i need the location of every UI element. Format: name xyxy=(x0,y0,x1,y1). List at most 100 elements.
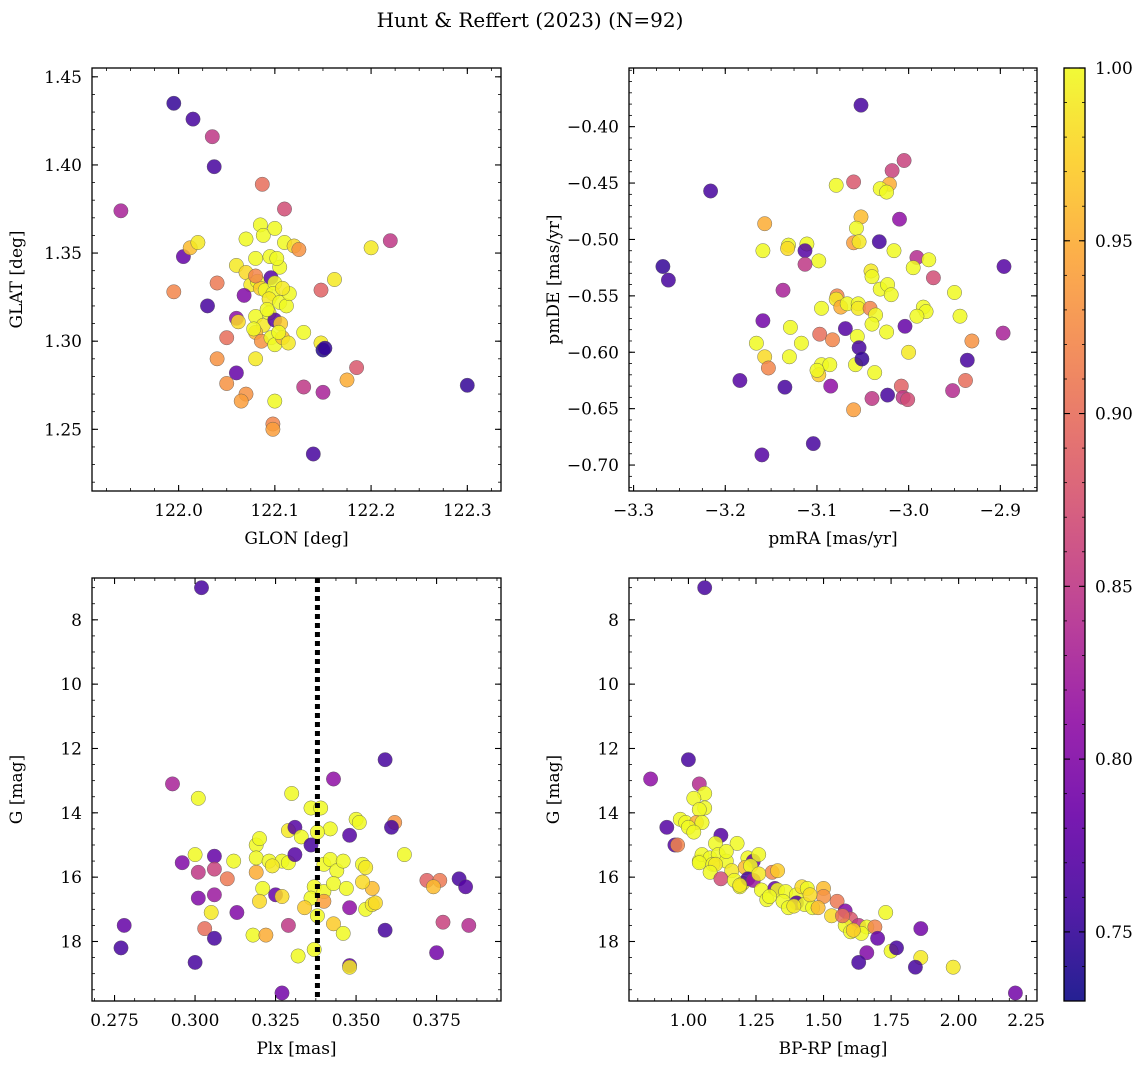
data-point xyxy=(879,324,894,340)
data-point xyxy=(166,284,182,300)
colorbar-tick-label: 1.00 xyxy=(1095,59,1133,79)
x-tick-label: 122.1 xyxy=(251,501,300,521)
colorbar-tick-label: 0.75 xyxy=(1095,923,1133,943)
data-point xyxy=(825,332,840,348)
y-tick-label: 1.40 xyxy=(44,156,82,176)
data-point xyxy=(964,333,980,349)
data-point xyxy=(947,285,962,300)
data-point xyxy=(190,864,206,880)
data-point xyxy=(867,365,883,380)
data-point xyxy=(335,853,351,869)
data-point xyxy=(782,349,797,365)
data-point xyxy=(751,847,767,862)
data-point xyxy=(901,344,916,360)
y-tick-label: 12 xyxy=(597,739,619,759)
data-point xyxy=(316,893,332,909)
colorbar-tick-label: 0.95 xyxy=(1095,232,1133,252)
data-point xyxy=(838,321,853,336)
y-tick-label: 10 xyxy=(60,675,82,695)
data-point xyxy=(396,847,412,862)
data-point xyxy=(315,384,331,400)
data-point xyxy=(703,183,718,199)
data-point xyxy=(853,97,869,113)
y-tick-label: 16 xyxy=(60,868,82,888)
data-point xyxy=(786,898,802,914)
data-point xyxy=(805,436,821,451)
data-point xyxy=(797,256,813,272)
data-point xyxy=(313,282,329,298)
axes-frame xyxy=(628,577,1038,1002)
y-tick-label: −0.45 xyxy=(567,174,619,194)
data-point xyxy=(194,580,209,596)
x-tick-label: 0.325 xyxy=(251,1011,300,1031)
data-point xyxy=(459,377,475,393)
figure-title: Hunt & Reffert (2023) (N=92) xyxy=(377,8,684,32)
data-point xyxy=(880,387,895,403)
data-point xyxy=(293,829,309,845)
x-tick-label: 1.00 xyxy=(670,1011,708,1031)
data-point xyxy=(322,821,338,837)
data-point xyxy=(429,945,444,961)
data-point xyxy=(749,335,764,351)
data-point xyxy=(702,864,718,880)
x-axis-label: GLON [deg] xyxy=(244,529,348,549)
data-point xyxy=(851,234,867,250)
data-point xyxy=(945,383,960,398)
data-point xyxy=(252,893,267,909)
x-tick-label: 122.2 xyxy=(347,501,396,521)
y-tick-label: 16 xyxy=(597,868,619,888)
data-point xyxy=(116,918,132,933)
data-point xyxy=(757,216,773,232)
data-point xyxy=(775,282,791,298)
data-point xyxy=(878,905,894,920)
data-point xyxy=(209,351,225,367)
data-point xyxy=(959,352,975,368)
data-point xyxy=(458,879,473,895)
data-point xyxy=(190,790,206,806)
data-point xyxy=(174,855,190,871)
data-point xyxy=(996,259,1012,274)
data-point xyxy=(355,874,370,890)
data-point xyxy=(267,393,283,409)
x-axis-label: pmRA [mas/yr] xyxy=(768,529,897,549)
y-axis-label: G [mag] xyxy=(544,755,564,824)
y-tick-label: −0.70 xyxy=(567,456,619,476)
data-point xyxy=(661,272,676,288)
panels-group: 122.0 122.1 122.2 122.3 1.25 1.30 1.35 1.40 1.45… xyxy=(7,67,1045,1059)
data-point xyxy=(228,365,244,381)
colorbar-tick-label: 0.90 xyxy=(1095,405,1133,425)
colorbar-tick-label: 0.85 xyxy=(1095,577,1133,597)
x-tick-label: 122.0 xyxy=(154,501,203,521)
data-point xyxy=(206,930,222,946)
panel-1: 122.0 122.1 122.2 122.3 1.25 1.30 1.35 1.40 1.45… xyxy=(7,67,502,549)
data-point xyxy=(995,325,1011,341)
data-point xyxy=(879,184,894,200)
data-point xyxy=(812,326,828,342)
data-point xyxy=(713,871,729,887)
data-point xyxy=(377,922,393,938)
data-point xyxy=(908,959,923,975)
data-point xyxy=(246,321,262,337)
data-point xyxy=(255,227,271,243)
data-point xyxy=(338,881,354,896)
data-point xyxy=(349,360,364,375)
data-point xyxy=(367,895,383,911)
data-point xyxy=(892,211,907,227)
data-point xyxy=(296,324,312,340)
data-point xyxy=(230,314,246,330)
y-tick-label: −0.65 xyxy=(567,400,619,420)
y-tick-label: 18 xyxy=(597,932,619,952)
data-point xyxy=(382,233,398,249)
data-point xyxy=(864,316,880,332)
data-point xyxy=(886,243,902,259)
data-point xyxy=(835,908,850,924)
data-point xyxy=(248,250,264,266)
data-point xyxy=(913,921,929,936)
data-point xyxy=(851,955,867,970)
data-point xyxy=(732,877,748,893)
data-point xyxy=(829,893,845,909)
data-point xyxy=(777,379,793,395)
data-point xyxy=(238,231,254,247)
data-point xyxy=(326,876,341,891)
data-point xyxy=(197,921,213,936)
